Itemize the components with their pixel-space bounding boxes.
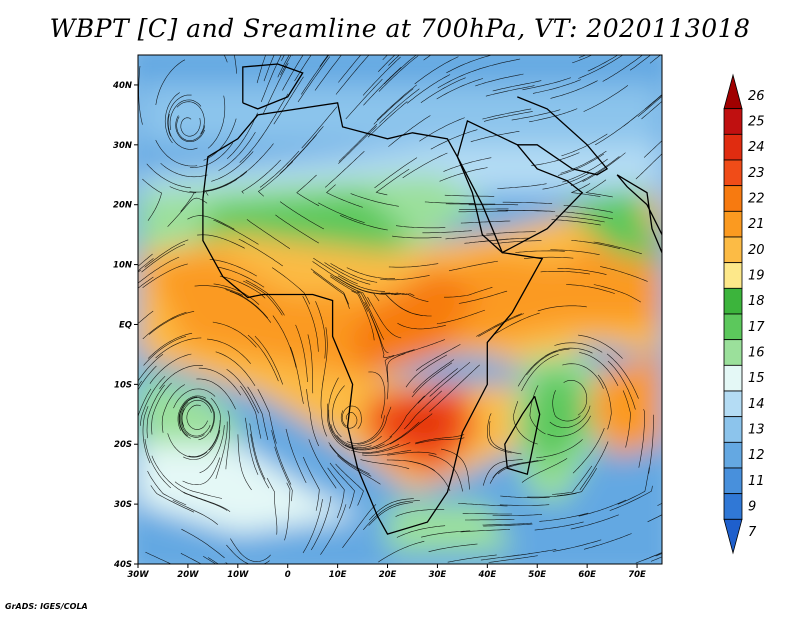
lon-tick-label: 40E [478,570,497,580]
colorbar-label: 19 [748,269,765,284]
colorbar-swatch [723,108,743,135]
colorbar-swatch [723,73,743,110]
colorbar-label: 16 [748,346,765,361]
colorbar-swatch [723,390,743,418]
lon-tick-label: 30W [127,570,149,580]
colorbar-label: 15 [748,371,765,386]
coastline [517,96,609,176]
coastline [616,174,662,255]
colorbar-swatch [723,262,743,289]
colorbar-label: 21 [748,217,765,232]
colorbar-swatch [723,364,743,392]
colorbar-swatch [723,467,743,495]
lat-tick-label: 40S [113,560,132,570]
lat-tick-label: 10N [113,261,132,271]
colorbar: 26 25 24 23 22 21 20 19 18 17 16 15 14 13 12 11 9 7 [723,73,765,555]
colorbar-swatch [723,185,743,212]
lon-tick-label: 0 [285,570,291,580]
streamline-paths [138,55,662,564]
colorbar-label: 22 [748,192,765,207]
colorbar-label: 26 [748,89,765,104]
colorbar-label: 11 [748,474,765,489]
colorbar-swatch [723,313,743,341]
lat-tick-label: 20N [113,201,132,211]
colorbar-label: 25 [748,115,765,130]
coastline [456,119,584,254]
colorbar-label: 9 [748,500,756,515]
colorbar-swatch [723,441,743,469]
colorbar-label: 18 [748,294,765,309]
lat-tick-label: 30N [113,141,132,151]
colorbar-label: 7 [748,525,757,540]
wbpt-shading [138,55,662,564]
colorbar-label: 23 [748,166,765,181]
colorbar-label: 20 [748,243,765,258]
grads-credit: GrADS: IGES/COLA [5,602,88,611]
lon-tick-label: 70E [628,570,646,580]
coastline [202,102,544,535]
colorbar-label: 24 [748,140,765,155]
lat-tick-label: EQ [119,320,132,330]
colorbar-swatch [723,236,743,264]
colorbar-label: 17 [748,320,765,335]
lat-tick-label: 40N [112,81,132,91]
colorbar-swatch [723,416,743,443]
colorbar-label: 14 [748,397,765,412]
coastlines [202,63,662,535]
map-plot-area [138,55,662,564]
colorbar-label: 13 [748,423,765,438]
lat-tick-label: 20S [114,440,132,450]
lon-tick-label: 20E [379,570,397,580]
lon-tick-label: 30E [429,570,447,580]
colorbar-swatch [723,133,743,161]
colorbar-swatch [723,493,743,520]
colorbar-swatch [723,518,743,555]
coastline [242,63,304,110]
map-title: WBPT [C] and Sreamline at 700hPa, VT: 20… [49,14,751,43]
map-frame [137,54,663,565]
coastline [504,395,541,476]
lon-tick-label: 50E [528,570,546,580]
lon-tick-label: 20W [177,570,199,580]
colorbar-label: 12 [748,448,765,463]
colorbar-swatch [723,210,743,238]
lon-tick-label: 10W [227,570,249,580]
colorbar-swatch [723,339,743,366]
lon-tick-label: 60E [578,570,596,580]
lat-tick-label: 30S [114,500,132,510]
colorbar-swatch [723,159,743,187]
lat-tick-label: 10S [114,380,132,390]
streamlines [138,55,662,564]
lon-tick-label: 10E [329,570,347,580]
colorbar-swatch [723,287,743,315]
